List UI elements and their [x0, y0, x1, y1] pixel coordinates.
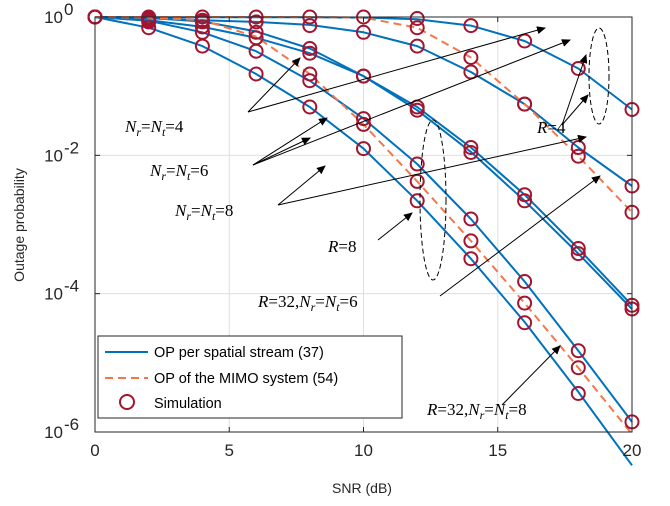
sim-marker-7-5 [517, 295, 533, 311]
sim-marker-6-3 [517, 96, 533, 112]
sim-marker-6-1 [409, 20, 425, 36]
annotation-nr8: Nr=Nt=8 [174, 201, 233, 223]
arrow-nr6-a [252, 117, 328, 166]
sim-marker-4-8 [517, 274, 533, 289]
sim-marker-1-6 [409, 38, 425, 54]
annotation-arrows [247, 26, 610, 406]
sim-marker-4-1 [141, 14, 157, 30]
ellipse-r4 [588, 27, 610, 125]
sim-marker-3-2 [194, 14, 210, 30]
annotation-nr6: Nr=Nt=6 [149, 161, 208, 183]
sim-marker-2-2 [194, 19, 210, 35]
legend-label-0: OP per spatial stream (37) [154, 345, 324, 361]
x-tick-label-1: 5 [225, 441, 234, 460]
y-axis-label: Outage probability [11, 168, 27, 282]
annotation-r32-nr6: R=32,Nr=Nt=6 [257, 292, 358, 314]
stream-curve-5 [94, 16, 633, 466]
y-tick-label-0: 10 [44, 8, 63, 27]
y-tick-exp-1: -2 [64, 138, 79, 157]
sim-marker-2-4 [302, 45, 318, 61]
sim-marker-5-2 [194, 38, 210, 54]
sim-marker-1-7 [463, 64, 479, 80]
sim-marker-2-9 [570, 241, 586, 256]
sim-marker-6-4 [570, 148, 586, 164]
arrow-r4-b [561, 54, 588, 126]
sim-marker-7-3 [409, 173, 425, 189]
annotation-r8: R=8 [327, 237, 356, 256]
arrow-nr6-b [252, 137, 311, 166]
sim-marker-1-4 [302, 18, 318, 34]
sim-marker-3-3 [248, 24, 264, 40]
y-tick-exp-0: 0 [64, 0, 73, 19]
sim-marker-2-8 [517, 187, 533, 203]
sim-marker-3-7 [463, 145, 479, 160]
sim-marker-4-6 [409, 156, 425, 172]
sim-marker-5-3 [248, 66, 264, 82]
annotation-r32-nr8: R=32,Nr=Nt=8 [426, 400, 527, 422]
sim-marker-3-8 [517, 193, 533, 209]
x-tick-label-4: 20 [623, 441, 642, 460]
y-tick-exp-2: -4 [64, 277, 79, 296]
sim-marker-4-9 [570, 343, 586, 359]
sim-marker-5-9 [570, 386, 586, 401]
arrow-nr8-b [277, 134, 587, 206]
sim-marker-4-4 [302, 73, 318, 89]
x-tick-label-0: 0 [90, 441, 99, 460]
annotation-nr4: Nr=Nt=4 [124, 117, 184, 139]
arrow-r32-8 [501, 345, 561, 406]
sim-marker-0-7 [463, 18, 479, 34]
sim-marker-5-7 [463, 251, 479, 267]
sim-marker-5-6 [409, 193, 425, 209]
sim-marker-7-1 [302, 66, 318, 82]
sim-marker-7-4 [463, 233, 479, 249]
arrow-nr8-a [277, 165, 326, 206]
stream-curve-3 [94, 16, 633, 310]
sim-marker-5-1 [141, 20, 157, 36]
sim-marker-0-6 [409, 11, 425, 26]
y-tick-exp-3: -6 [64, 415, 79, 434]
sim-marker-6-2 [463, 50, 479, 65]
sim-marker-4-7 [463, 211, 479, 227]
sim-marker-5-8 [517, 315, 533, 331]
legend-swatch-circle [119, 394, 135, 410]
arrow-nr4-a [247, 57, 301, 113]
arrow-nr4-b [247, 26, 546, 113]
x-tick-label-2: 10 [354, 441, 373, 460]
arrow-r32-6 [439, 175, 601, 297]
legend-label-1: OP of the MIMO system (54) [154, 371, 338, 387]
y-tick-label-2: 10 [44, 285, 63, 304]
x-axis-label: SNR (dB) [332, 480, 392, 496]
legend-label-2: Simulation [154, 396, 222, 412]
annotation-r4: R=4 [536, 118, 566, 137]
legend-box [97, 335, 403, 419]
sim-marker-3-6 [409, 102, 425, 118]
sim-marker-0-9 [570, 61, 586, 76]
sim-marker-3-9 [570, 246, 586, 262]
sim-marker-3-4 [302, 41, 318, 56]
sim-marker-4-3 [248, 43, 264, 59]
sim-marker-3-5 [356, 68, 371, 84]
y-tick-label-1: 10 [44, 146, 63, 165]
y-tick-label-3: 10 [44, 423, 63, 442]
arrow-r8 [377, 212, 413, 241]
sim-marker-5-5 [356, 141, 371, 157]
sim-marker-1-3 [248, 14, 264, 30]
sim-marker-0-8 [517, 33, 533, 49]
legend: OP per spatial stream (37) OP of the MIM… [97, 335, 403, 419]
arrow-r4-a [561, 94, 589, 126]
arrow-nr6-c [252, 39, 571, 166]
sim-marker-1-5 [356, 24, 371, 40]
x-tick-label-3: 15 [488, 441, 507, 460]
sim-marker-5-4 [302, 99, 318, 115]
sim-marker-2-7 [463, 140, 479, 155]
ellipse-r8 [419, 119, 447, 281]
sim-marker-7-6 [570, 360, 586, 376]
